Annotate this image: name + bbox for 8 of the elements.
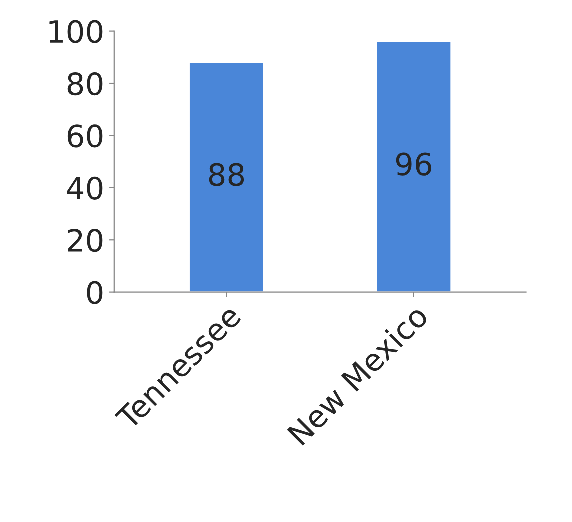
y-tick-label: 20 — [68, 229, 103, 252]
data-label: 96 — [396, 152, 432, 176]
y-tick-label: 60 — [68, 124, 103, 148]
y-tick-label: 0 — [87, 281, 103, 304]
y-tick-label: 100 — [50, 20, 103, 44]
data-label: 88 — [209, 163, 244, 186]
y-tick-label: 80 — [68, 72, 103, 96]
y-tick-label: 40 — [67, 176, 103, 200]
